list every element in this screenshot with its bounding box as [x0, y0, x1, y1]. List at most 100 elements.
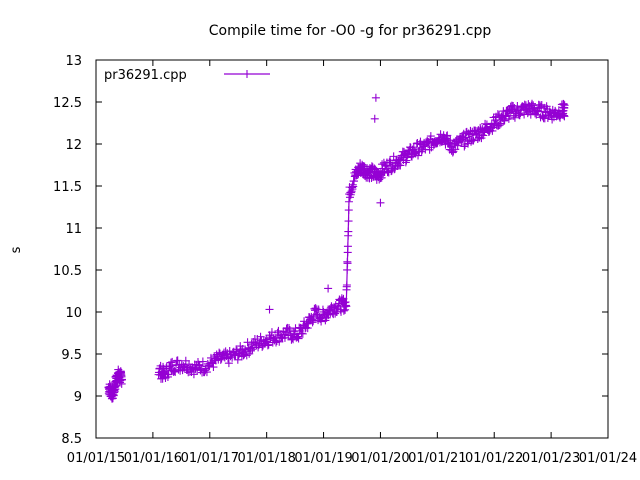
- x-tick-label: 01/01/20: [351, 451, 409, 466]
- data-point: [166, 358, 175, 367]
- data-point: [446, 136, 455, 145]
- data-point: [510, 113, 519, 122]
- y-tick-label: 12: [65, 138, 82, 153]
- y-tick-label: 12.5: [53, 96, 82, 111]
- y-axis-ticks: 8.5 9 9.5 10 10.5 11 11.5 12 12.5 13: [53, 54, 608, 447]
- data-point: [445, 138, 454, 147]
- data-point: [220, 353, 229, 362]
- data-point: [533, 107, 542, 116]
- data-point: [473, 134, 482, 143]
- legend-label: pr36291.cpp: [104, 68, 187, 83]
- data-point: [118, 375, 127, 384]
- data-point: [343, 242, 352, 251]
- data-point: [241, 347, 250, 356]
- data-point: [520, 110, 529, 119]
- data-point: [344, 206, 353, 215]
- data-point: [420, 142, 429, 151]
- data-point: [206, 353, 215, 362]
- data-point: [256, 332, 265, 341]
- data-point: [164, 370, 173, 379]
- data-point: [443, 131, 452, 140]
- data-point: [344, 197, 353, 206]
- data-point: [233, 355, 242, 364]
- outlier-point: [376, 198, 385, 207]
- data-point: [560, 112, 569, 121]
- data-point: [311, 306, 320, 315]
- data-point: [195, 361, 204, 370]
- x-tick-label: 01/01/21: [408, 451, 466, 466]
- data-point: [194, 360, 203, 369]
- legend: pr36291.cpp: [104, 68, 270, 83]
- plot-points: [104, 93, 569, 403]
- data-point: [189, 370, 198, 379]
- data-point: [264, 340, 273, 349]
- y-tick-label: 9: [74, 390, 82, 405]
- x-tick-label: 01/01/18: [237, 451, 295, 466]
- data-point: [500, 116, 509, 125]
- plot-frame: [95, 59, 609, 439]
- data-point: [344, 217, 353, 226]
- data-point: [202, 368, 211, 377]
- data-point: [414, 151, 423, 160]
- y-tick-label: 10.5: [53, 264, 82, 279]
- data-point: [495, 121, 504, 130]
- y-tick-label: 11: [65, 222, 82, 237]
- data-point: [396, 161, 405, 170]
- data-point: [116, 376, 125, 385]
- data-point: [225, 347, 234, 356]
- data-point: [401, 158, 410, 167]
- data-point: [341, 305, 350, 314]
- y-tick-label: 10: [65, 306, 82, 321]
- y-tick-label: 11.5: [53, 180, 82, 195]
- data-point: [469, 136, 478, 145]
- data-point: [275, 337, 284, 346]
- data-point: [426, 132, 435, 141]
- x-tick-label: 01/01/15: [67, 451, 125, 466]
- chart-title: Compile time for -O0 -g for pr36291.cpp: [209, 23, 492, 39]
- data-point: [499, 116, 508, 125]
- x-tick-label: 01/01/16: [124, 451, 182, 466]
- legend-plus-marker: [243, 70, 251, 78]
- x-axis-ticks: 01/01/1501/01/1601/01/1701/01/1801/01/19…: [67, 60, 637, 466]
- data-point: [298, 329, 307, 338]
- outlier-point: [370, 114, 379, 123]
- data-point: [488, 126, 497, 135]
- data-point: [528, 99, 537, 108]
- data-point: [303, 324, 312, 333]
- y-tick-label: 8.5: [61, 432, 82, 447]
- outlier-point: [371, 93, 380, 102]
- data-point: [481, 119, 490, 128]
- x-tick-label: 01/01/23: [522, 451, 580, 466]
- data-point: [173, 356, 182, 365]
- x-tick-label: 01/01/22: [465, 451, 523, 466]
- data-point: [309, 316, 318, 325]
- data-point: [272, 338, 281, 347]
- data-point: [304, 319, 313, 328]
- data-point: [447, 146, 456, 155]
- data-point: [350, 177, 359, 186]
- x-tick-label: 01/01/19: [294, 451, 352, 466]
- data-point: [263, 341, 272, 350]
- data-point: [294, 334, 303, 343]
- data-point: [331, 309, 340, 318]
- data-point: [216, 355, 225, 364]
- y-tick-label: 13: [65, 54, 82, 69]
- data-point: [207, 358, 216, 367]
- data-point: [254, 340, 263, 349]
- data-point: [262, 335, 271, 344]
- data-point: [201, 366, 210, 375]
- data-point: [344, 227, 353, 236]
- x-tick-label: 01/01/17: [181, 451, 239, 466]
- data-point: [343, 259, 352, 268]
- data-point: [449, 147, 458, 156]
- data-point: [442, 132, 451, 141]
- legend-marker: [243, 70, 251, 78]
- data-point: [237, 346, 246, 355]
- data-point: [317, 317, 326, 326]
- data-point: [516, 109, 525, 118]
- data-point: [289, 335, 298, 344]
- data-point: [342, 302, 351, 311]
- data-point: [267, 328, 276, 337]
- data-point: [324, 310, 333, 319]
